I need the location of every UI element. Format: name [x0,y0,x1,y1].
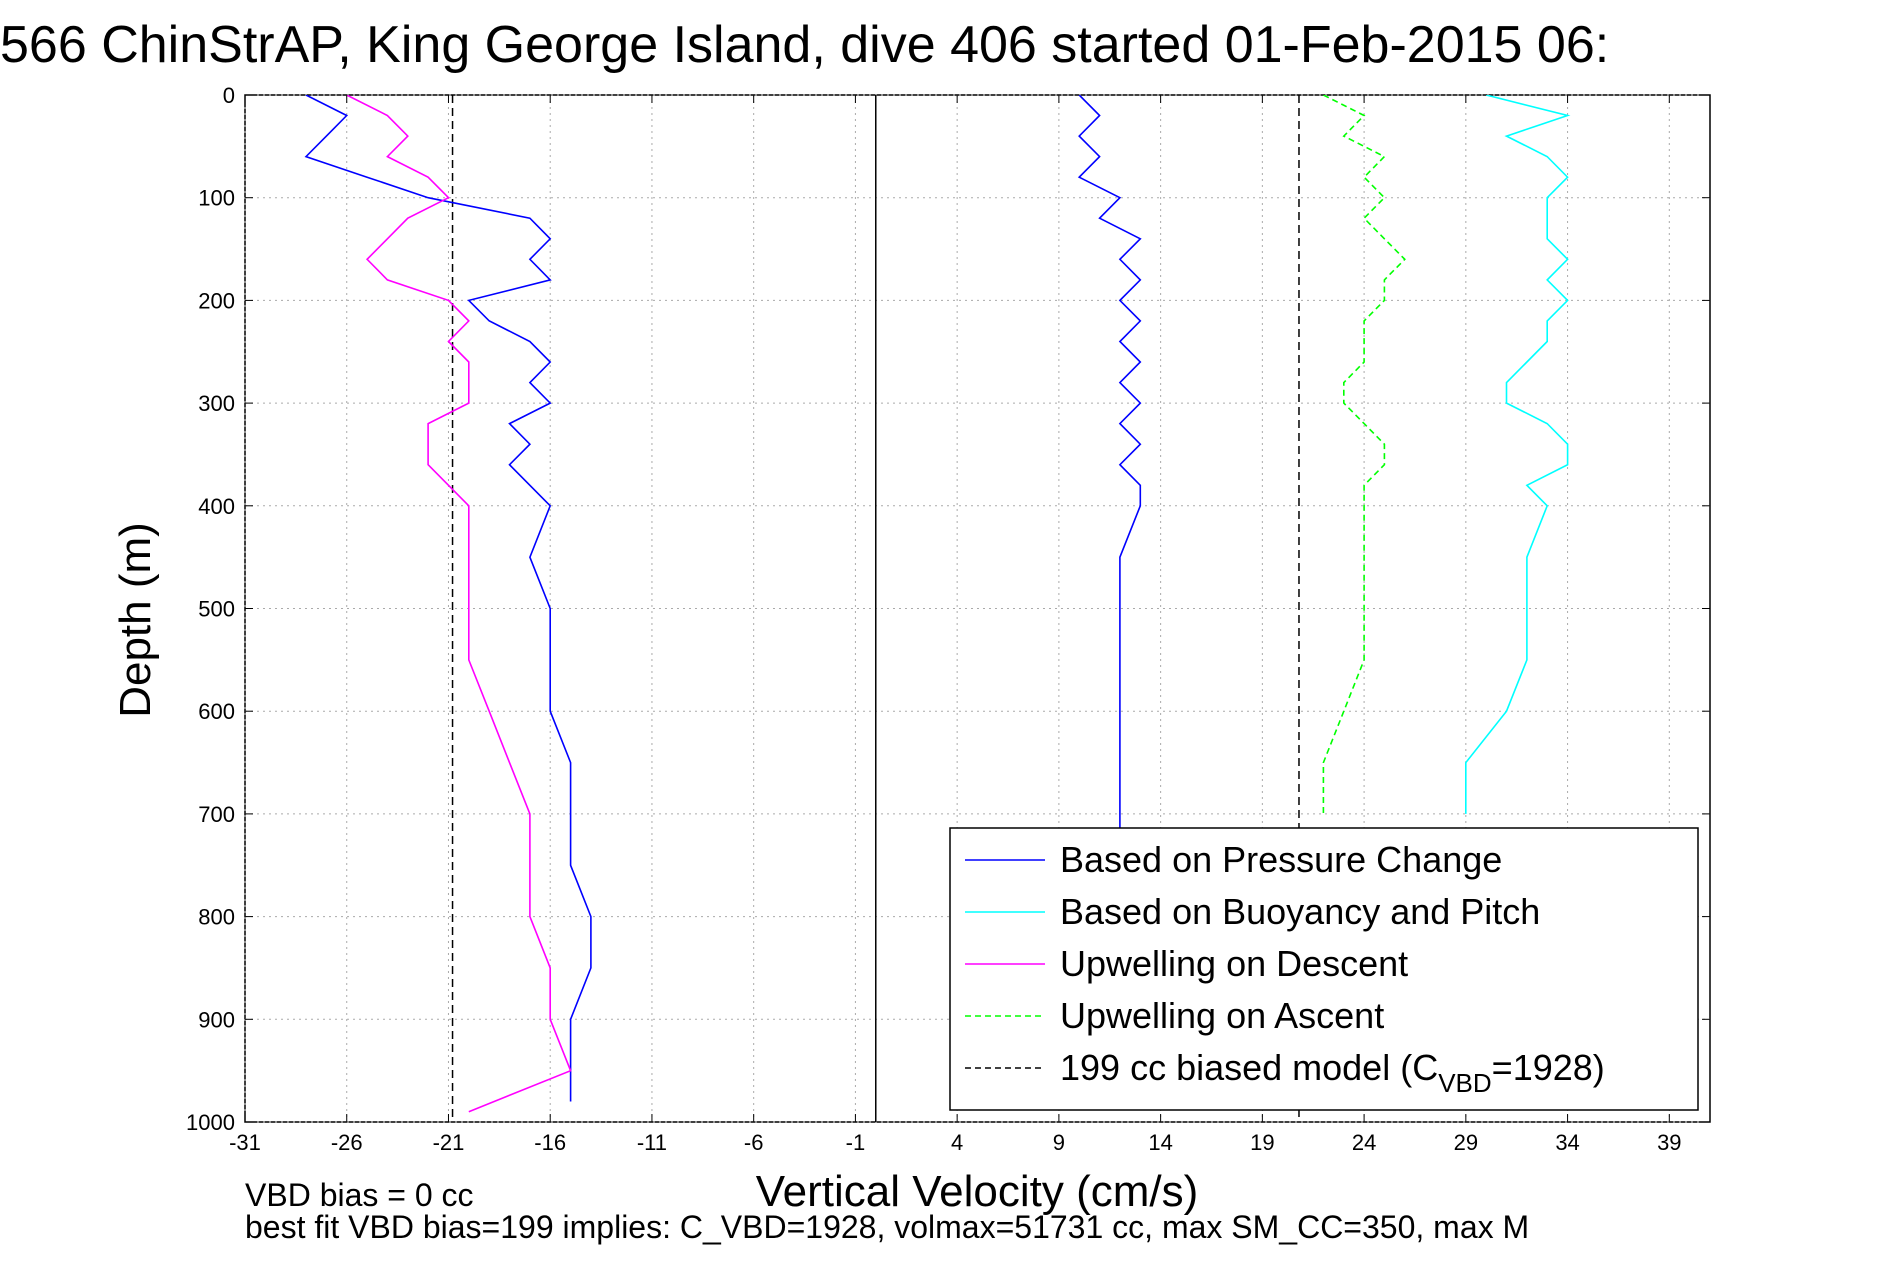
x-tick-label: -16 [534,1130,566,1155]
legend-label: Upwelling on Ascent [1060,995,1384,1036]
y-tick-label: 200 [198,288,235,313]
legend-entry-3: Upwelling on Ascent [1060,995,1384,1036]
legend-label: Upwelling on Descent [1060,943,1408,984]
y-tick-label: 800 [198,905,235,930]
series-line-2 [346,95,572,1113]
reference-lines [451,95,1300,1122]
x-tick-label: 24 [1352,1130,1376,1155]
x-tick-label: -11 [637,1130,667,1155]
y-tick-label: 600 [198,699,235,724]
x-axis-ticks: -31 -26 -21 -16 -11 -6 -1 4 9 14 19 24 29 34 39 [229,95,1682,1155]
grid [244,94,1710,1123]
footer-line-1: VBD bias = 0 cc [245,1177,474,1213]
x-axis-label: Vertical Velocity (cm/s) [756,1167,1199,1216]
series-line-1 [1465,95,1571,814]
y-tick-label: 100 [198,186,235,211]
y-tick-label: 700 [198,802,235,827]
x-tick-label: 34 [1555,1130,1579,1155]
legend-entry-4: 199 cc biased model (CVBD=1928) [1060,1047,1605,1098]
x-tick-label: -1 [846,1130,866,1155]
series-line-3 [1322,95,1406,814]
x-tick-label: -21 [433,1130,465,1155]
legend-entry-0: Based on Pressure Change [1060,839,1502,880]
x-tick-label: 9 [1053,1130,1065,1155]
legend-entry-1: Based on Buoyancy and Pitch [1060,891,1540,932]
y-tick-label: 300 [198,391,235,416]
y-axis-ticks: 0 100 200 300 400 500 600 700 800 900 1000 [186,83,1710,1135]
chart-title: 566 ChinStrAP, King George Island, dive … [0,16,1609,74]
x-tick-label: 14 [1148,1130,1172,1155]
y-tick-label: 1000 [186,1110,235,1135]
y-tick-label: 500 [198,597,235,622]
legend-label: Based on Buoyancy and Pitch [1060,891,1540,932]
y-tick-label: 900 [198,1007,235,1032]
x-tick-label: 29 [1454,1130,1478,1155]
x-tick-label: -31 [229,1130,261,1155]
series-group [304,95,1571,1113]
y-axis-label: Depth (m) [111,522,160,718]
legend-label-subscript: VBD [1438,1068,1491,1098]
x-tick-label: -6 [744,1130,764,1155]
x-tick-label: 39 [1657,1130,1681,1155]
y-tick-label: 0 [223,83,235,108]
series-line-0 [1077,95,1142,835]
legend-label: 199 cc biased model (C [1060,1047,1438,1088]
legend: Based on Pressure Change Based on Buoyanc… [949,827,1699,1111]
legend-label-suffix: =1928) [1492,1047,1605,1088]
series-line-0 [304,95,592,1102]
legend-entry-2: Upwelling on Descent [1060,943,1408,984]
legend-label: Based on Pressure Change [1060,839,1502,880]
legend-box [949,827,1699,1111]
footer-line-2: best fit VBD bias=199 implies: C_VBD=192… [245,1209,1529,1245]
x-tick-label: -26 [331,1130,363,1155]
x-tick-label: 4 [951,1130,963,1155]
y-tick-label: 400 [198,494,235,519]
x-tick-label: 19 [1250,1130,1274,1155]
